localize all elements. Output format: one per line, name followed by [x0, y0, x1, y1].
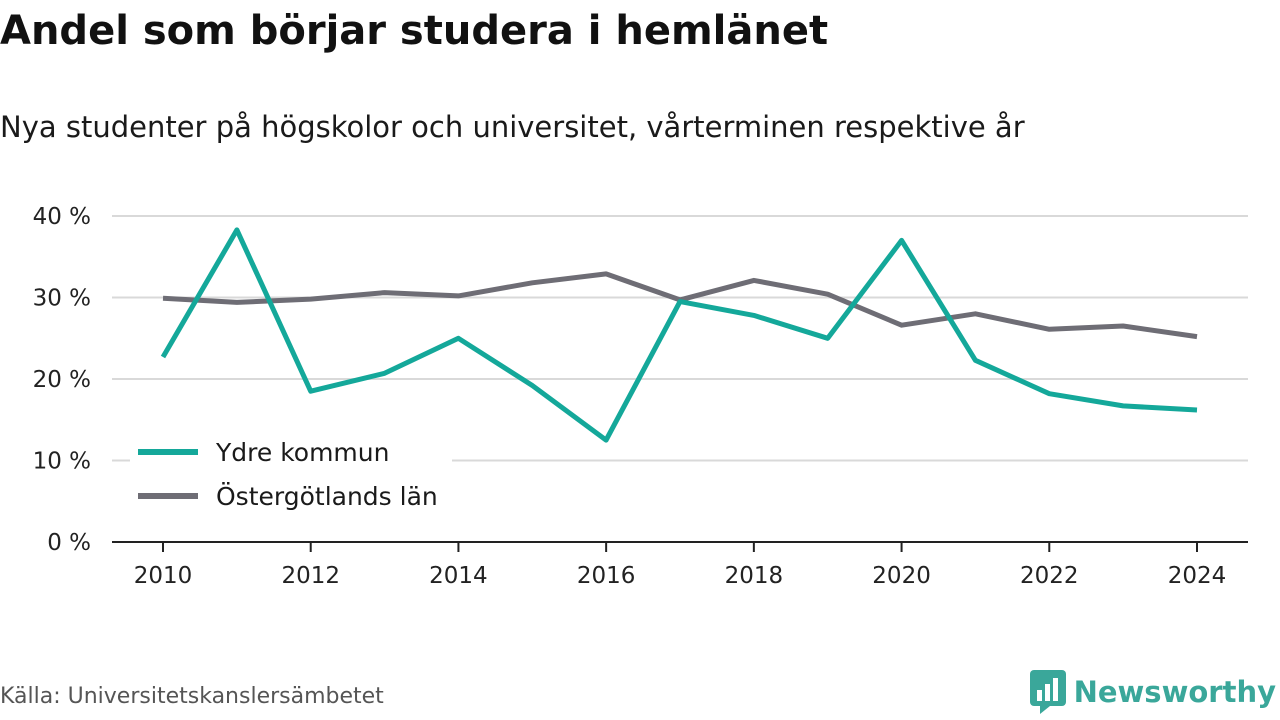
brand-logo: Newsworthy [1029, 670, 1276, 714]
chart-subtitle: Nya studenter på högskolor och universit… [0, 110, 1025, 144]
y-tick-label: 10 % [33, 449, 91, 475]
series-line-ydre-kommun [160, 227, 1198, 443]
newsworthy-logo-icon [1029, 670, 1066, 714]
legend-label: Ydre kommun [215, 438, 389, 467]
x-tick-label: 2016 [577, 563, 636, 589]
chart-title: Andel som börjar studera i hemlänet [0, 8, 829, 54]
x-tick-label: 2010 [134, 563, 193, 589]
y-tick-label: 40 % [33, 204, 91, 230]
x-tick-label: 2012 [281, 563, 340, 589]
line-chart: 0 % 10 % 20 % 30 % 40 % 2010 2012 2014 2016 2018 2… [33, 204, 1248, 589]
source-note: Källa: Universitetskanslersämbetet [0, 684, 384, 709]
legend-label: Östergötlands län [216, 482, 438, 511]
brand-name: Newsworthy [1073, 675, 1276, 709]
legend-background [130, 432, 452, 462]
x-tick-label: 2020 [872, 563, 931, 589]
x-tick-label: 2018 [725, 563, 784, 589]
y-tick-label: 0 % [47, 530, 91, 556]
x-tick-label: 2014 [429, 563, 488, 589]
x-tick-label: 2024 [1168, 563, 1227, 589]
y-tick-label: 20 % [33, 367, 91, 393]
y-tick-label: 30 % [33, 286, 91, 312]
x-tick-label: 2022 [1020, 563, 1079, 589]
